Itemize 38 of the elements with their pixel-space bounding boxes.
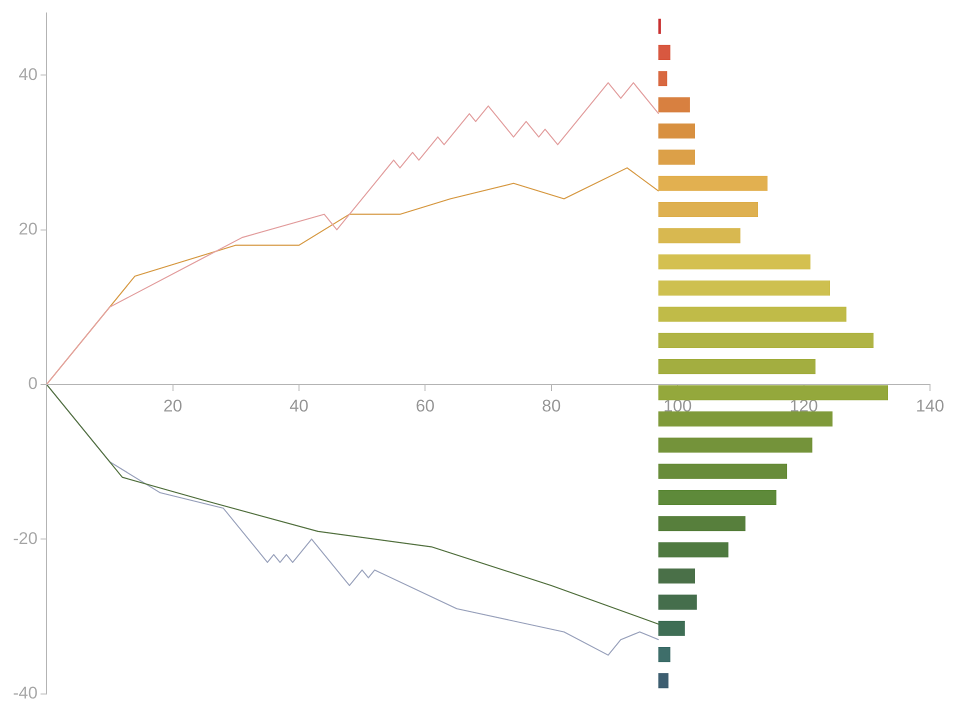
bar [658,516,746,532]
bar [658,490,776,505]
bar [658,568,695,584]
x-tick-label: 40 [290,396,308,416]
bar [658,332,874,348]
bar [658,620,685,636]
bar [658,254,810,270]
bar [658,359,816,374]
bar [658,44,670,60]
bar [658,673,668,688]
bar [658,411,833,426]
bar [658,647,670,662]
x-tick-label: 100 [663,396,692,416]
bar [658,18,661,34]
bar [658,280,830,296]
x-tick-label: 80 [542,396,561,416]
bar [658,594,697,610]
bar [658,176,768,191]
bar [658,464,788,479]
y-tick-label: -40 [12,683,38,702]
bar [658,123,695,139]
bar [658,71,668,86]
bar [658,385,888,400]
bar [658,542,728,558]
bar [658,97,690,112]
y-tick-label: -20 [12,528,38,548]
x-tick-label: 140 [916,396,944,416]
x-tick-label: 120 [790,396,818,416]
bar [658,150,695,165]
bar [658,306,846,322]
x-tick-label: 60 [416,396,435,416]
bar [658,438,812,453]
bar [658,228,740,244]
y-tick-label: 0 [28,374,38,394]
x-tick-label: 20 [163,396,182,416]
bar [658,202,758,218]
y-tick-label: 20 [18,219,38,238]
y-tick-label: 40 [18,64,38,84]
